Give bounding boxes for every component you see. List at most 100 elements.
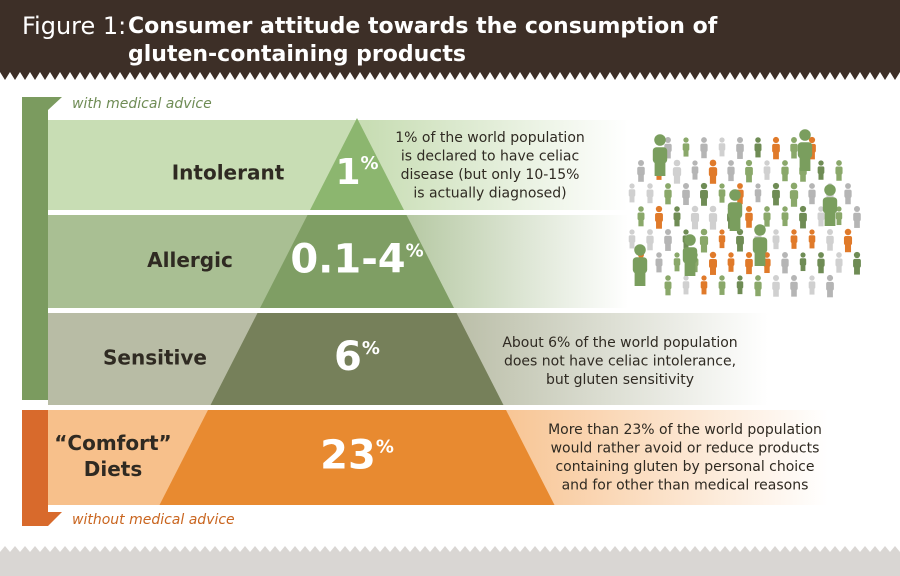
person-legs — [836, 173, 842, 181]
person-legs — [692, 172, 698, 180]
person-body — [664, 281, 672, 290]
person-icon — [652, 134, 668, 176]
percent-symbol: % — [406, 241, 424, 262]
person-head — [755, 183, 761, 189]
person-head — [665, 137, 671, 143]
pyramid-segment — [310, 118, 404, 210]
person-body — [754, 143, 762, 152]
person-legs — [684, 261, 696, 276]
person-icon — [781, 252, 789, 274]
person-head — [700, 228, 708, 236]
person-legs — [719, 241, 725, 249]
person-body — [699, 236, 709, 246]
person-head — [773, 229, 779, 235]
person-legs — [665, 197, 671, 205]
person-body — [853, 212, 861, 222]
person-legs — [647, 242, 653, 251]
person-head — [736, 136, 744, 144]
person-legs — [665, 151, 671, 159]
person-legs — [634, 271, 646, 286]
person-icon — [727, 189, 743, 231]
level-percent: 23% — [320, 433, 394, 479]
person-head — [799, 205, 807, 213]
person-legs — [710, 266, 716, 275]
level-note: and for other than medical reasons — [562, 478, 809, 494]
person-legs — [836, 265, 842, 273]
person-legs — [791, 151, 797, 159]
person-body — [843, 236, 853, 246]
person-icon — [682, 275, 690, 295]
person-legs — [845, 196, 851, 205]
title: Consumer attitude towards the consumptio… — [128, 14, 718, 39]
person-head — [655, 205, 663, 213]
person-head — [791, 229, 797, 235]
person-body — [817, 258, 825, 267]
person-legs — [729, 216, 741, 231]
person-head — [782, 160, 788, 166]
person-body — [817, 212, 825, 221]
person-legs — [656, 220, 662, 229]
person-body — [789, 190, 799, 200]
person-legs — [647, 196, 653, 204]
person-head — [755, 137, 761, 143]
person-icon — [808, 183, 816, 205]
person-legs — [800, 220, 806, 229]
person-icon — [708, 159, 718, 184]
person-icon — [763, 160, 771, 180]
person-head — [654, 134, 666, 146]
person-legs — [709, 175, 717, 184]
person-legs — [800, 174, 806, 182]
person-icon — [718, 275, 726, 295]
person-legs — [791, 242, 797, 249]
person-icon — [655, 252, 663, 273]
figure-label: Figure 1: — [22, 12, 126, 40]
person-icon — [690, 205, 700, 230]
person-icon — [843, 228, 853, 253]
bracket-label: without medical advice — [72, 512, 235, 528]
level-percent: 1% — [335, 152, 378, 193]
person-icon — [709, 251, 717, 275]
person-body — [646, 189, 654, 198]
person-icon — [664, 183, 672, 205]
person-legs — [790, 198, 798, 207]
person-icon — [727, 252, 735, 272]
person-head — [772, 136, 780, 144]
person-icon — [835, 160, 843, 181]
level-note: More than 23% of the world population — [548, 422, 822, 438]
person-head — [808, 136, 816, 144]
person-legs — [728, 173, 734, 182]
person-head — [818, 206, 824, 212]
person-icon — [781, 160, 789, 182]
person-icon — [790, 229, 798, 249]
person-icon — [646, 229, 654, 251]
level-note: is actually diagnosed) — [413, 186, 566, 202]
person-legs — [854, 266, 860, 275]
person-legs — [719, 288, 725, 295]
person-head — [745, 205, 753, 213]
person-icon — [822, 184, 838, 226]
person-body — [799, 258, 807, 266]
level-percent: 0.1-4% — [290, 237, 423, 283]
person-body — [652, 147, 668, 164]
person-legs — [719, 196, 725, 203]
person-icon — [797, 129, 813, 171]
person-legs — [773, 151, 779, 160]
person-head — [772, 182, 780, 190]
person-icon — [718, 229, 726, 249]
person-body — [718, 235, 726, 243]
person-icon — [673, 206, 681, 227]
person-body — [826, 281, 834, 291]
person-body — [708, 213, 718, 223]
person-icon — [752, 224, 768, 266]
person-head — [745, 251, 753, 259]
person-head — [647, 229, 653, 235]
person-head — [799, 129, 811, 141]
footer-band — [0, 546, 900, 576]
person-body — [690, 213, 700, 223]
person-legs — [674, 219, 680, 227]
person-body — [664, 235, 672, 245]
person-body — [790, 235, 798, 243]
percent-number: 23 — [320, 433, 376, 479]
person-body — [797, 142, 813, 159]
